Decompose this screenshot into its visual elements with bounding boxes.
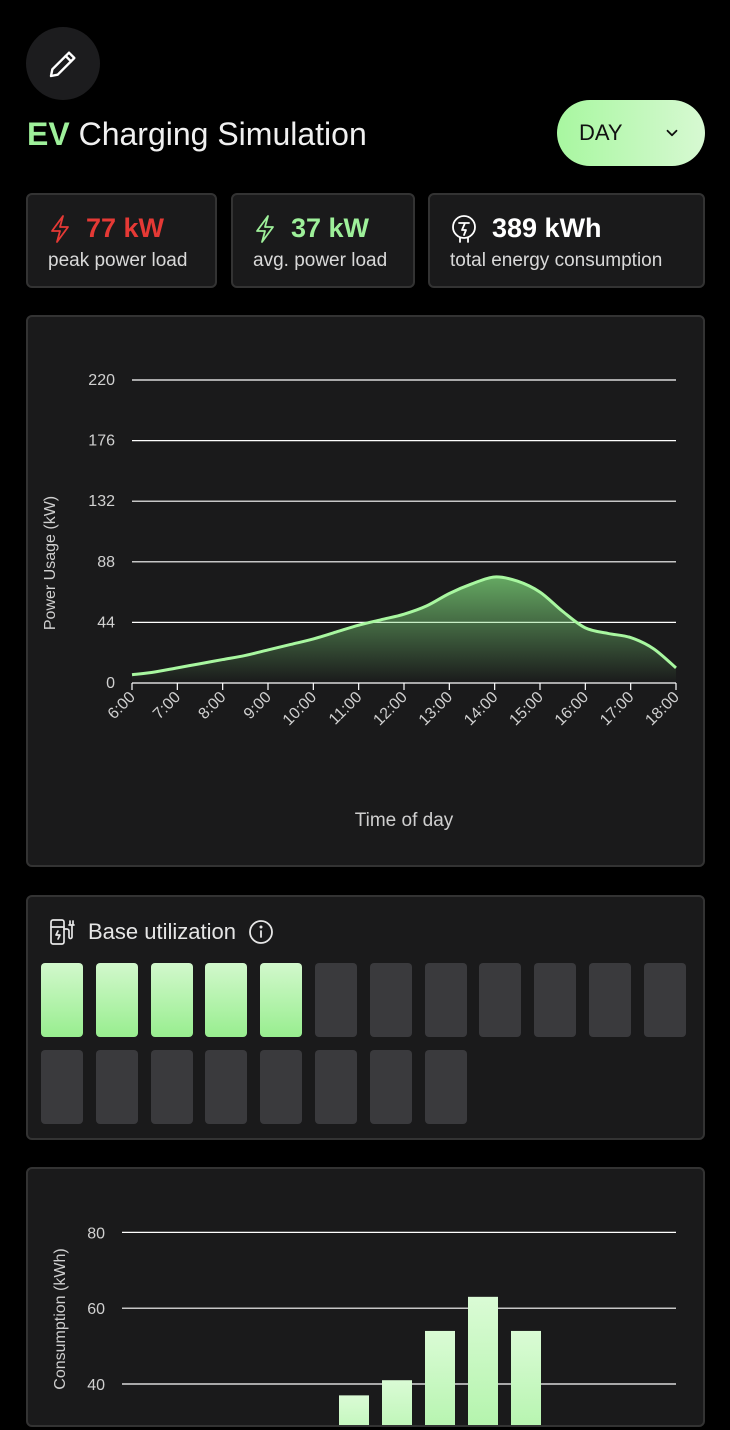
edit-button[interactable]	[26, 27, 100, 100]
x-tick-label: 6:00	[105, 689, 139, 723]
y-tick-label: 132	[88, 493, 115, 510]
avg-power-label: avg. power load	[253, 250, 387, 272]
slot-occupied	[205, 963, 247, 1037]
title-text: Charging Simulation	[79, 116, 367, 152]
avg-power-card: 37 kW avg. power load	[231, 193, 415, 288]
total-energy-card: 389 kWh total energy consumption	[428, 193, 705, 288]
y-tick-label: 80	[87, 1225, 105, 1242]
y-tick-label: 60	[87, 1301, 105, 1318]
base-utilization-title: Base utilization	[88, 919, 236, 945]
slot-free	[425, 1050, 467, 1124]
total-energy-label: total energy consumption	[450, 250, 662, 272]
y-tick-label: 220	[88, 372, 115, 389]
total-energy-value: 389 kWh	[492, 213, 602, 244]
x-axis-label: Time of day	[355, 810, 454, 831]
consumption-bar	[382, 1380, 412, 1425]
x-tick-label: 16:00	[552, 689, 592, 729]
slot-free	[370, 963, 412, 1037]
x-tick-label: 12:00	[370, 689, 410, 729]
slot-free	[589, 963, 631, 1037]
pencil-icon	[47, 48, 79, 80]
x-tick-label: 10:00	[280, 689, 320, 729]
slot-free	[425, 963, 467, 1037]
slot-free	[41, 1050, 83, 1124]
info-icon[interactable]	[248, 919, 274, 945]
lightning-icon	[253, 214, 277, 244]
peak-power-value: 77 kW	[86, 213, 164, 244]
slot-occupied	[260, 963, 302, 1037]
slot-free	[534, 963, 576, 1037]
slot-free	[315, 963, 357, 1037]
x-tick-label: 7:00	[150, 689, 184, 723]
y-tick-label: 88	[97, 554, 115, 571]
x-tick-label: 11:00	[326, 689, 366, 729]
x-tick-label: 13:00	[416, 689, 456, 729]
time-range-value: DAY	[579, 120, 663, 146]
y-axis-label: Power Usage (kW)	[42, 496, 59, 630]
y-tick-label: 40	[87, 1377, 105, 1394]
slot-free	[315, 1050, 357, 1124]
peak-power-label: peak power load	[48, 250, 187, 272]
slot-free	[260, 1050, 302, 1124]
consumption-bar	[425, 1331, 455, 1425]
slot-occupied	[151, 963, 193, 1037]
x-tick-label: 14:00	[461, 689, 501, 729]
consumption-bar	[511, 1331, 541, 1425]
energy-consumption-chart: 40 60 80 Consumption (kWh)	[28, 1169, 703, 1425]
y-tick-label: 176	[88, 433, 115, 450]
x-tick-label: 9:00	[241, 689, 275, 723]
charging-station-icon	[48, 917, 76, 947]
slot-free	[370, 1050, 412, 1124]
slot-free	[644, 963, 686, 1037]
consumption-chart-panel: 40 60 80 Consumption (kWh)	[26, 1167, 705, 1427]
consumption-bar	[468, 1297, 498, 1425]
avg-power-value: 37 kW	[291, 213, 369, 244]
base-utilization-panel: Base utilization	[26, 895, 705, 1140]
y-tick-label: 0	[106, 675, 115, 692]
slot-free	[479, 963, 521, 1037]
bar-y-axis-label: Consumption (kWh)	[52, 1248, 69, 1389]
x-tick-label: 15:00	[506, 689, 546, 729]
x-tick-label: 18:00	[642, 689, 682, 729]
slot-free	[151, 1050, 193, 1124]
lightning-icon	[48, 214, 72, 244]
slot-free	[205, 1050, 247, 1124]
time-range-select[interactable]: DAY	[557, 100, 705, 166]
title-prefix: EV	[27, 116, 70, 152]
slot-occupied	[96, 963, 138, 1037]
x-tick-label: 8:00	[195, 689, 229, 723]
slot-occupied	[41, 963, 83, 1037]
slot-free	[96, 1050, 138, 1124]
page-title: EV Charging Simulation	[27, 114, 367, 154]
y-tick-label: 44	[97, 614, 115, 631]
energy-meter-icon	[450, 214, 478, 244]
x-tick-label: 17:00	[597, 689, 637, 729]
chevron-down-icon	[663, 124, 681, 142]
peak-power-card: 77 kW peak power load	[26, 193, 217, 288]
